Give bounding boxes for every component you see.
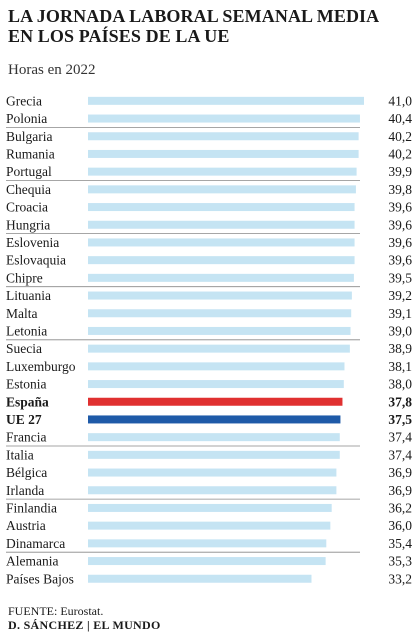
bar [88,539,327,548]
value-label: 40,4 [388,111,412,126]
bar [88,326,351,335]
category-label: Suecia [6,341,42,356]
chart-title: LA JORNADA LABORAL SEMANAL MEDIA EN LOS … [8,6,412,46]
category-label: Dinamarca [6,536,65,551]
category-label: Irlanda [6,483,44,498]
category-label: UE 27 [6,412,42,427]
value-label: 39,8 [388,182,412,197]
value-label: 39,6 [388,235,412,250]
bar [88,238,355,247]
category-label: Portugal [6,164,52,179]
bar [88,96,364,105]
value-label: 39,1 [388,306,412,321]
bar [88,468,337,477]
value-label: 39,2 [388,288,412,303]
bar [88,503,332,512]
value-label: 36,9 [388,483,412,498]
category-label: Chequia [6,182,51,197]
bar [88,203,355,212]
bar [88,433,340,442]
value-label: 39,6 [388,217,412,232]
bar [88,167,357,176]
bar [88,291,352,300]
bar [88,380,344,389]
category-label: Bélgica [6,465,47,480]
value-label: 37,4 [388,447,412,462]
value-label: 39,5 [388,270,412,285]
value-label: 40,2 [388,129,412,144]
category-label: España [6,394,49,409]
bar [88,185,356,194]
category-label: Lituania [6,288,51,303]
category-label: Bulgaria [6,129,53,144]
value-label: 36,2 [388,500,412,515]
category-label: Hungria [6,217,50,232]
value-label: 38,9 [388,341,412,356]
category-label: Polonia [6,111,47,126]
bar [88,114,360,123]
category-label: Austria [6,518,46,533]
category-label: Alemania [6,554,58,569]
bar [88,309,352,318]
bar [88,557,326,566]
value-label: 38,0 [388,377,412,392]
category-label: Luxemburgo [6,359,76,374]
value-label: 33,2 [388,571,412,586]
value-label: 40,2 [388,146,412,161]
bar [88,521,331,530]
bar [88,220,355,229]
value-label: 41,0 [388,93,412,108]
category-label: Rumania [6,146,55,161]
bar-chart: Grecia 41,0 Polonia 40,4 Bulgaria 40,2 Rumania… [6,93,412,586]
footer: FUENTE: Eurostat. D. SÁNCHEZ | EL MUNDO [8,604,161,632]
category-label: Grecia [6,93,42,108]
bar [88,344,350,353]
category-label: Países Bajos [6,571,74,586]
bar [88,450,340,459]
value-label: 39,0 [388,323,412,338]
category-label: Eslovaquia [6,253,66,268]
category-label: Finlandia [6,500,57,515]
value-label: 36,0 [388,518,412,533]
bar [88,574,312,583]
bar [88,415,341,424]
credit-line: D. SÁNCHEZ | EL MUNDO [8,618,161,632]
category-label: Francia [6,430,46,445]
category-label: Italia [6,447,34,462]
category-label: Eslovenia [6,235,59,250]
chart-title-line-1: LA JORNADA LABORAL SEMANAL MEDIA [8,6,380,26]
chart-subtitle: Horas en 2022 [8,62,96,78]
bar [88,149,359,158]
bar [88,256,355,265]
bar [88,273,354,282]
value-label: 39,6 [388,200,412,215]
category-label: Estonia [6,377,47,392]
value-label: 35,4 [388,536,412,551]
value-label: 37,5 [388,412,412,427]
category-label: Letonia [6,323,47,338]
bar [88,486,337,495]
category-label: Chipre [6,270,43,285]
value-label: 37,8 [388,394,412,409]
category-label: Croacia [6,200,48,215]
category-label: Malta [6,306,38,321]
bar [88,362,345,371]
value-label: 36,9 [388,465,412,480]
value-label: 39,6 [388,253,412,268]
bar [88,132,359,141]
value-label: 37,4 [388,430,412,445]
value-label: 35,3 [388,554,412,569]
value-label: 38,1 [388,359,412,374]
chart-title-line-2: EN LOS PAÍSES DE LA UE [8,26,230,46]
bar [88,397,343,406]
source-note: FUENTE: Eurostat. [8,604,104,618]
value-label: 39,9 [388,164,412,179]
